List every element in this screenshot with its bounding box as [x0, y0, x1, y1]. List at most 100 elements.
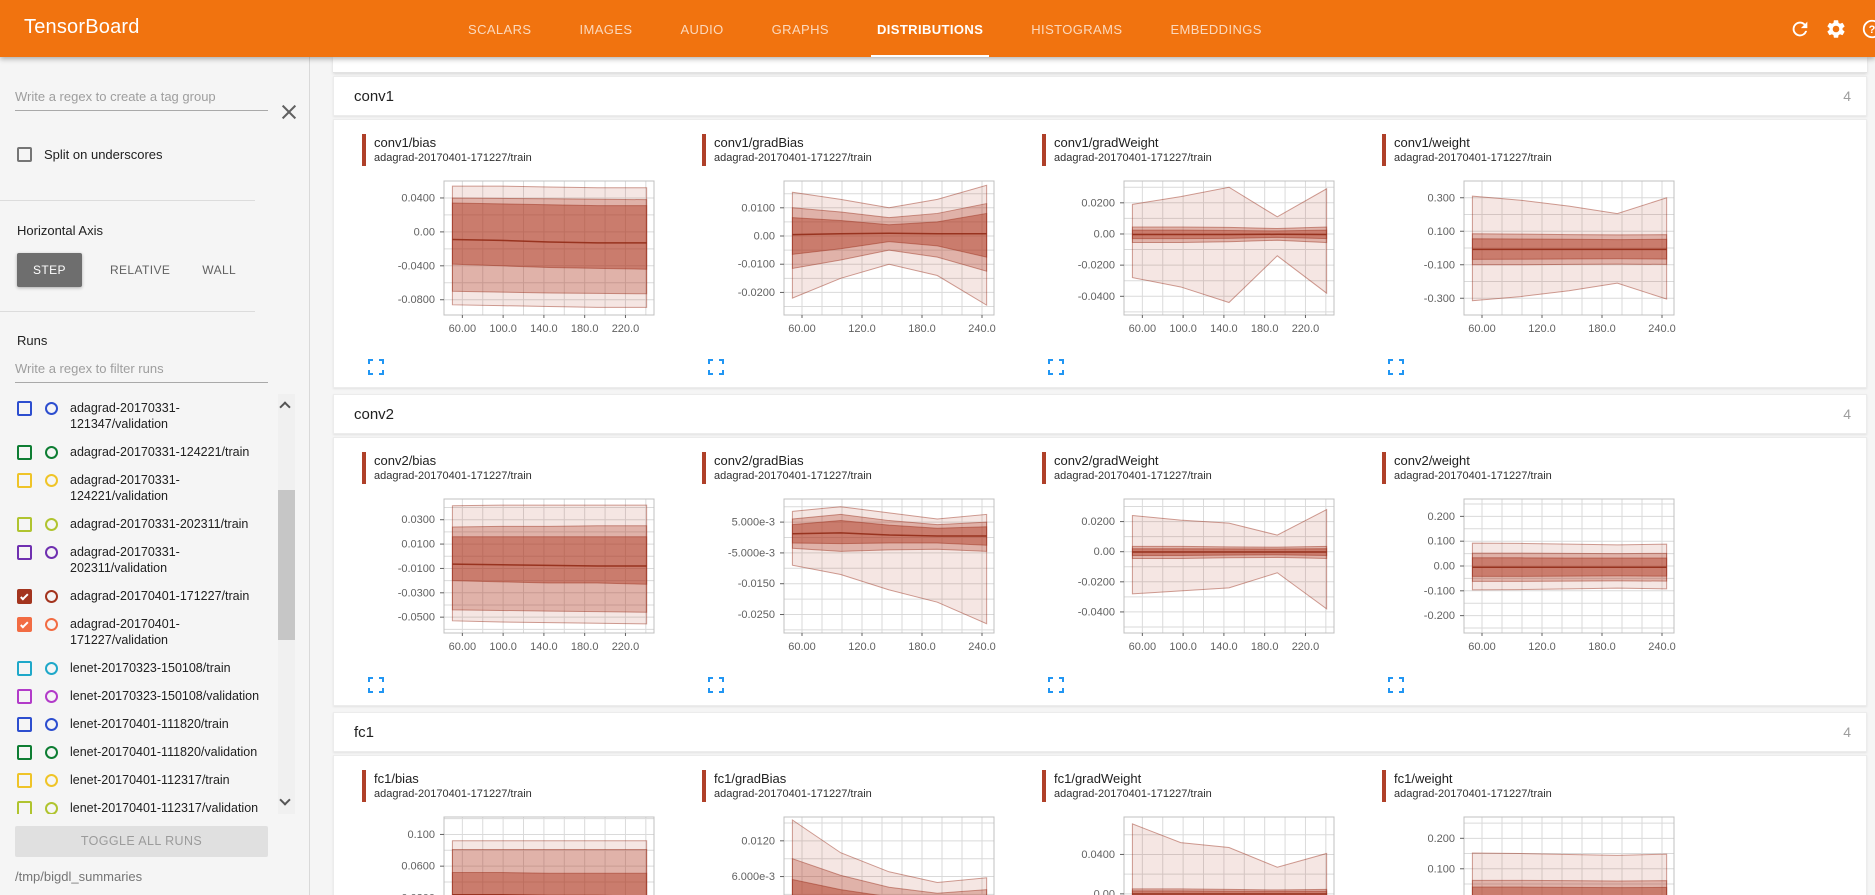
axis-button-wall[interactable]: WALL: [202, 263, 237, 277]
run-radio-icon[interactable]: [45, 802, 58, 814]
run-checkbox[interactable]: [17, 717, 32, 732]
toolbar-icons: ?: [1789, 0, 1875, 57]
run-checkbox[interactable]: [17, 661, 32, 676]
svg-text:240.0: 240.0: [968, 323, 996, 335]
run-list-item: adagrad-20170331-202311/validation: [0, 538, 272, 582]
divider: [0, 311, 255, 312]
expand-chart-button[interactable]: [1048, 359, 1064, 375]
run-radio-icon[interactable]: [45, 774, 58, 787]
run-list-item: lenet-20170323-150108/validation: [0, 682, 272, 710]
svg-text:-0.0200: -0.0200: [738, 287, 775, 299]
expand-chart-button[interactable]: [1048, 677, 1064, 693]
run-label: lenet-20170401-111820/train: [70, 717, 229, 731]
clear-regex-icon[interactable]: [280, 103, 298, 121]
tab-scalars[interactable]: SCALARS: [468, 22, 532, 37]
tab-distributions[interactable]: DISTRIBUTIONS: [870, 0, 990, 57]
run-radio-icon[interactable]: [45, 402, 58, 415]
expand-chart-button[interactable]: [1388, 359, 1404, 375]
expand-chart-button[interactable]: [1388, 677, 1404, 693]
chart-header: conv2/bias adagrad-20170401-171227/train: [362, 452, 686, 486]
distribution-plot: 0.0100 0.00 -0.0100 -0.0200 60.00 120.0 180.0 2…: [686, 172, 1026, 349]
svg-text:240.0: 240.0: [1648, 323, 1676, 335]
svg-text:180.0: 180.0: [1251, 323, 1279, 335]
run-radio-icon[interactable]: [45, 746, 58, 759]
tab-histograms[interactable]: HISTOGRAMS: [1031, 22, 1123, 37]
run-radio-icon[interactable]: [45, 446, 58, 459]
run-radio-icon[interactable]: [45, 718, 58, 731]
svg-text:0.00: 0.00: [1094, 228, 1115, 240]
run-label: adagrad-20170331-124221/train: [70, 445, 250, 459]
run-label: adagrad-20170331-124221/validation: [70, 473, 180, 503]
run-checkbox[interactable]: [17, 773, 32, 788]
svg-text:0.0600: 0.0600: [401, 861, 435, 873]
run-color-marker: [362, 770, 366, 802]
expand-chart-button[interactable]: [368, 677, 384, 693]
run-checkbox[interactable]: [17, 473, 32, 488]
tag-regex-input[interactable]: [15, 85, 268, 111]
run-checkbox[interactable]: [17, 589, 32, 604]
expand-chart-button[interactable]: [368, 359, 384, 375]
refresh-icon[interactable]: [1789, 18, 1811, 40]
run-radio-icon[interactable]: [45, 518, 58, 531]
scroll-down-icon[interactable]: [279, 794, 292, 808]
svg-text:-0.0200: -0.0200: [1078, 576, 1115, 588]
tab-graphs[interactable]: GRAPHS: [771, 22, 829, 37]
settings-gear-icon[interactable]: [1825, 18, 1847, 40]
axis-button-relative[interactable]: RELATIVE: [109, 263, 171, 277]
run-checkbox[interactable]: [17, 689, 32, 704]
run-color-marker: [1382, 134, 1386, 166]
run-checkbox[interactable]: [17, 545, 32, 560]
fullscreen-icon: [708, 359, 724, 375]
tab-audio[interactable]: AUDIO: [680, 22, 724, 37]
svg-text:0.00: 0.00: [1434, 894, 1455, 895]
checkmark-icon: [19, 591, 29, 601]
section-header[interactable]: fc1 4: [333, 712, 1867, 752]
run-label: lenet-20170323-150108/train: [70, 661, 231, 675]
svg-text:-0.300: -0.300: [1424, 293, 1455, 305]
section-header[interactable]: conv2 4: [333, 394, 1867, 434]
run-checkbox[interactable]: [17, 445, 32, 460]
svg-text:60.00: 60.00: [1129, 323, 1157, 335]
split-underscores-checkbox[interactable]: Split on underscores: [17, 147, 163, 162]
fullscreen-icon: [368, 359, 384, 375]
expand-chart-button[interactable]: [708, 359, 724, 375]
tab-images[interactable]: IMAGES: [579, 22, 633, 37]
run-label: adagrad-20170331-202311/validation: [70, 545, 180, 575]
run-radio-icon[interactable]: [45, 618, 58, 631]
chart-tag-title: conv1/bias: [374, 135, 437, 150]
run-radio-icon[interactable]: [45, 546, 58, 559]
svg-text:180.0: 180.0: [571, 323, 599, 335]
log-directory-path: /tmp/bigdl_summaries: [15, 869, 143, 884]
scroll-up-icon[interactable]: [279, 400, 292, 413]
scrollbar-thumb[interactable]: [278, 490, 295, 640]
run-checkbox[interactable]: [17, 801, 32, 814]
tab-bar: SCALARS IMAGES AUDIO GRAPHS DISTRIBUTIONS HIS…: [462, 0, 1268, 57]
toggle-all-runs-button[interactable]: TOGGLE ALL RUNS: [15, 826, 268, 857]
run-radio-icon[interactable]: [45, 474, 58, 487]
run-checkbox[interactable]: [17, 617, 32, 632]
chart-header: conv2/weight adagrad-20170401-171227/tra…: [1382, 452, 1706, 486]
distribution-chart-card: fc1/weight adagrad-20170401-171227/train…: [1366, 770, 1706, 895]
run-checkbox[interactable]: [17, 517, 32, 532]
app-toolbar: TensorBoard SCALARS IMAGES AUDIO GRAPHS DIST…: [0, 0, 1875, 57]
run-radio-icon[interactable]: [45, 690, 58, 703]
runs-filter-input[interactable]: [15, 357, 268, 383]
svg-text:120.0: 120.0: [848, 641, 876, 653]
svg-text:220.0: 220.0: [1292, 641, 1320, 653]
help-icon[interactable]: ?: [1861, 18, 1875, 40]
tab-embeddings[interactable]: EMBEDDINGS: [1170, 22, 1262, 37]
run-checkbox[interactable]: [17, 401, 32, 416]
section-header[interactable]: conv1 4: [333, 76, 1867, 116]
run-checkbox[interactable]: [17, 745, 32, 760]
expand-chart-button[interactable]: [708, 677, 724, 693]
svg-text:60.00: 60.00: [1468, 641, 1496, 653]
run-color-marker: [702, 770, 706, 802]
svg-text:60.00: 60.00: [1468, 323, 1496, 335]
axis-button-step[interactable]: STEP: [17, 253, 82, 287]
run-radio-icon[interactable]: [45, 590, 58, 603]
run-color-marker: [1042, 770, 1046, 802]
run-radio-icon[interactable]: [45, 662, 58, 675]
svg-text:-0.0800: -0.0800: [398, 294, 435, 306]
fullscreen-icon: [1388, 677, 1404, 693]
